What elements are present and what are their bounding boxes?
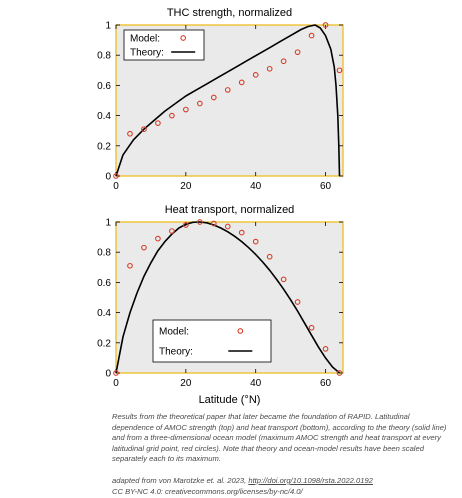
- caption-license: CC BY-NC 4.0: creativecommons.org/licens…: [112, 486, 303, 496]
- model-point: [182, 222, 189, 228]
- model-point: [127, 130, 133, 137]
- legend-label-theory: Theory:: [130, 48, 164, 59]
- chart-title: THC strength, normalized: [167, 7, 292, 19]
- model-point: [141, 244, 147, 251]
- model-point: [322, 345, 329, 352]
- model-point: [127, 262, 133, 269]
- x-axis-label: Latitude (°N): [199, 394, 261, 406]
- y-tick-label: 0.2: [97, 338, 111, 349]
- x-tick-label: 20: [180, 378, 192, 389]
- y-tick-label: 0: [105, 369, 111, 380]
- y-tick-label: 0.8: [97, 51, 111, 62]
- x-tick-label: 0: [113, 378, 119, 389]
- legend-label-theory: Theory:: [159, 347, 193, 358]
- legend-label-model: Model:: [130, 34, 160, 45]
- model-point: [169, 228, 175, 234]
- x-tick-label: 40: [250, 378, 262, 389]
- model-point: [196, 100, 203, 107]
- x-tick-label: 0: [113, 181, 119, 192]
- y-tick-label: 0.4: [97, 308, 111, 319]
- model-point: [294, 299, 301, 305]
- legend: Model: Theory:: [123, 29, 205, 61]
- model-point: [210, 94, 217, 101]
- model-point: [252, 71, 259, 78]
- caption-text: Results from the theoretical paper that …: [112, 412, 447, 464]
- chart-title: Heat transport, normalized: [165, 204, 295, 216]
- model-point: [238, 79, 245, 86]
- model-point: [308, 324, 315, 331]
- model-point: [252, 238, 259, 245]
- model-point: [336, 67, 343, 74]
- figure: THC strength, normalized 0 20 40 60 0 0.2 0.4 0.…: [97, 7, 344, 406]
- model-point: [336, 370, 343, 376]
- legend-box: [123, 29, 205, 61]
- model-point: [155, 235, 161, 242]
- legend-model-marker: [237, 328, 244, 334]
- model-point: [155, 120, 161, 126]
- model-point: [308, 32, 315, 39]
- y-tick-label: 0.6: [97, 81, 111, 92]
- model-point: [224, 223, 231, 230]
- model-point: [169, 112, 175, 119]
- legend: Model: Theory:: [152, 319, 272, 363]
- model-point: [141, 126, 147, 133]
- model-point: [224, 87, 231, 93]
- legend-box: [152, 319, 272, 363]
- model-point: [238, 229, 245, 236]
- model-point: [113, 370, 119, 376]
- y-tick-label: 0: [105, 172, 111, 183]
- theory-line: [115, 221, 341, 374]
- x-tick-label: 20: [180, 181, 192, 192]
- y-tick-label: 1: [105, 21, 111, 32]
- figure-caption: Results from the theoretical paper that …: [112, 412, 452, 497]
- model-point: [182, 106, 189, 113]
- legend-label-model: Model:: [159, 327, 189, 338]
- x-tick-label: 40: [250, 181, 262, 192]
- y-tick-label: 0.2: [97, 141, 111, 152]
- model-point: [266, 253, 273, 260]
- y-tick-label: 0.4: [97, 111, 111, 122]
- model-point: [280, 276, 287, 283]
- y-tick-label: 0.8: [97, 248, 111, 259]
- model-point: [280, 58, 287, 65]
- doi-link[interactable]: http://doi.org/10.1098/rsta.2022.0192: [248, 475, 373, 485]
- caption-source: adapted from von Marotzke et. al. 2023, …: [112, 476, 452, 487]
- chart-heat-transport: Heat transport, normalized 0 20 40 60 0 0.2 0.4…: [97, 204, 344, 406]
- model-point: [294, 49, 301, 56]
- model-point: [266, 65, 273, 72]
- legend-model-marker: [180, 35, 187, 41]
- y-tick-label: 1: [105, 218, 111, 229]
- model-point: [210, 220, 217, 227]
- chart-thc-strength: THC strength, normalized 0 20 40 60 0 0.2 0.4 0.…: [97, 7, 344, 192]
- x-tick-label: 60: [320, 181, 332, 192]
- y-tick-label: 0.6: [97, 278, 111, 289]
- model-point: [322, 22, 329, 28]
- theory-line: [115, 24, 341, 177]
- model-point: [196, 219, 203, 225]
- caption-source-prefix: adapted from von Marotzke et. al. 2023,: [112, 475, 249, 485]
- model-point: [113, 173, 119, 179]
- x-tick-label: 60: [320, 378, 332, 389]
